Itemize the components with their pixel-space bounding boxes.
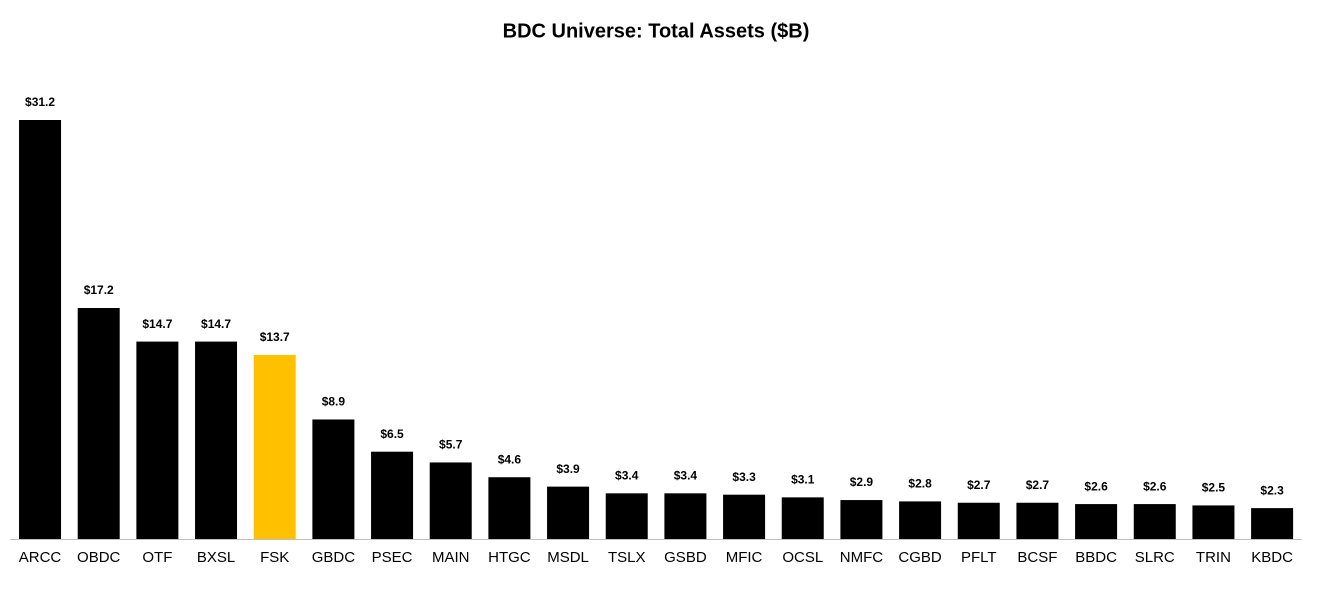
bar	[1075, 504, 1118, 539]
bar	[488, 477, 531, 539]
bar	[547, 486, 590, 539]
bar	[1133, 504, 1176, 539]
x-tick-label: BBDC	[1075, 549, 1117, 566]
chart-title: BDC Universe: Total Assets ($B)	[503, 20, 810, 42]
x-tick-label: MFIC	[726, 549, 763, 566]
x-tick-label: KBDC	[1251, 549, 1293, 566]
x-tick-label: ARCC	[19, 549, 62, 566]
x-tick-label: MSDL	[547, 549, 589, 566]
x-tick-label: CGBD	[898, 549, 942, 566]
bar	[195, 341, 238, 539]
bar	[136, 341, 179, 539]
x-tick-label: HTGC	[488, 549, 531, 566]
value-label: $4.6	[498, 452, 522, 466]
bar	[957, 502, 1000, 539]
x-tick-label: BXSL	[197, 549, 235, 566]
bar	[253, 355, 296, 539]
value-label: $14.7	[142, 317, 172, 331]
x-tick-label: MAIN	[432, 549, 470, 566]
bar	[1251, 508, 1294, 539]
x-tick-label: NMFC	[840, 549, 883, 566]
bar	[781, 497, 824, 539]
value-label: $3.9	[556, 462, 580, 476]
value-label: $17.2	[84, 283, 114, 297]
value-label: $2.3	[1260, 483, 1284, 497]
value-label: $2.7	[1026, 478, 1050, 492]
x-tick-label: GBDC	[312, 549, 356, 566]
value-label: $5.7	[439, 438, 463, 452]
x-tick-label: FSK	[260, 549, 289, 566]
x-tick-label: BCSF	[1017, 549, 1057, 566]
value-label: $2.6	[1143, 479, 1167, 493]
value-label: $3.4	[674, 469, 698, 483]
x-tick-label: TSLX	[608, 549, 646, 566]
x-tick-label: OTF	[142, 549, 172, 566]
bar	[429, 462, 472, 539]
bar	[840, 500, 883, 539]
bar	[312, 419, 355, 539]
value-label: $2.5	[1202, 481, 1226, 495]
x-tick-label: OCSL	[782, 549, 823, 566]
value-label: $8.9	[322, 395, 346, 409]
value-label: $6.5	[380, 427, 404, 441]
bar	[899, 501, 942, 539]
value-label: $2.8	[908, 477, 932, 491]
value-label: $2.7	[967, 478, 991, 492]
bar	[1192, 505, 1235, 539]
x-tick-label: GSBD	[664, 549, 707, 566]
value-label: $2.9	[850, 475, 874, 489]
x-tick-label: PFLT	[961, 549, 997, 566]
bar	[1016, 502, 1059, 539]
value-label: $3.1	[791, 473, 815, 487]
value-label: $13.7	[260, 330, 290, 344]
x-tick-label: PSEC	[372, 549, 413, 566]
value-label: $3.3	[732, 470, 756, 484]
x-tick-label: OBDC	[77, 549, 121, 566]
bar	[664, 493, 707, 539]
bar	[19, 120, 62, 539]
bar	[77, 308, 120, 539]
bar	[371, 451, 414, 539]
value-label: $3.4	[615, 469, 639, 483]
value-label: $14.7	[201, 317, 231, 331]
bar	[605, 493, 648, 539]
bar	[723, 494, 766, 539]
x-tick-label: SLRC	[1135, 549, 1175, 566]
x-tick-label: TRIN	[1196, 549, 1231, 566]
value-label: $2.6	[1084, 479, 1108, 493]
value-label: $31.2	[25, 95, 55, 109]
